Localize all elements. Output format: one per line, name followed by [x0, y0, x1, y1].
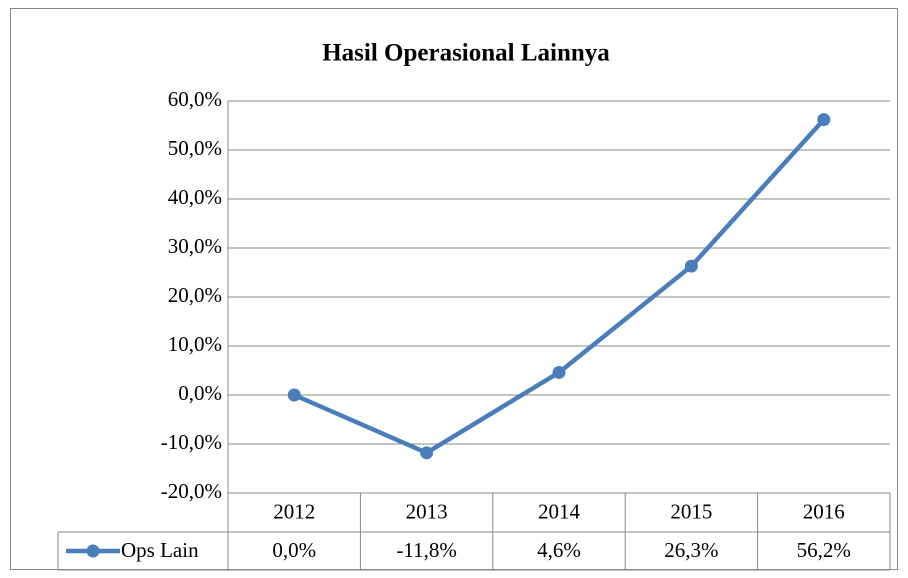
chart-border [10, 8, 898, 570]
table-value: 4,6% [537, 538, 581, 562]
marker [552, 365, 566, 379]
marker [287, 388, 301, 402]
x-tick-label: 2015 [670, 499, 712, 523]
y-tick-label: 30,0% [168, 234, 222, 258]
y-tick-label: 60,0% [168, 87, 222, 111]
table-value: -11,8% [396, 538, 456, 562]
x-tick-label: 2013 [406, 499, 448, 523]
marker [684, 259, 698, 273]
y-tick-label: 40,0% [168, 185, 222, 209]
table-value: 0,0% [272, 538, 316, 562]
y-tick-label: 10,0% [168, 332, 222, 356]
chart-title: Hasil Operasional Lainnya [322, 40, 610, 67]
x-tick-label: 2016 [803, 499, 845, 523]
y-tick-label: 50,0% [168, 136, 222, 160]
x-tick-label: 2012 [273, 499, 315, 523]
legend-marker [86, 544, 100, 558]
table-value: 26,3% [664, 538, 718, 562]
marker [420, 446, 434, 460]
y-tick-label: 20,0% [168, 283, 222, 307]
y-tick-label: 0,0% [178, 381, 222, 405]
marker [817, 113, 831, 127]
x-tick-label: 2014 [538, 499, 581, 523]
legend-label: Ops Lain [121, 538, 199, 562]
table-value: 56,2% [797, 538, 851, 562]
y-tick-label: -10,0% [161, 430, 222, 454]
y-tick-label: -20,0% [161, 479, 222, 503]
